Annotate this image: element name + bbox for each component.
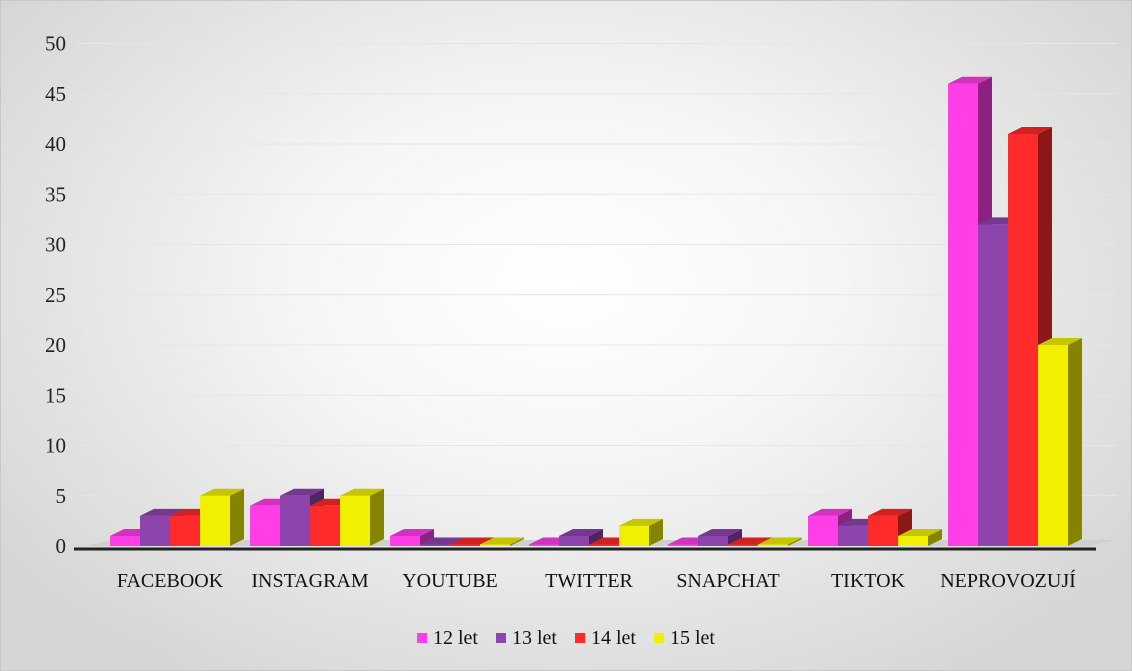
y-tick-label: 40 xyxy=(45,132,66,156)
y-tick-label: 45 xyxy=(45,82,66,106)
bar-instagram-15-let xyxy=(340,488,384,546)
gridlines xyxy=(78,43,1117,497)
bar-twitter-13-let xyxy=(559,528,603,546)
y-tick-label: 25 xyxy=(45,283,66,307)
legend: 12 let 13 let 14 let 15 let xyxy=(0,624,1132,652)
y-axis: 0 5 10 15 20 25 30 35 40 45 50 xyxy=(45,32,66,559)
y-tick-label: 0 xyxy=(56,534,67,558)
x-tick-label: YOUTUBE xyxy=(402,570,498,592)
y-tick-label: 15 xyxy=(45,383,66,407)
y-tick-label: 5 xyxy=(56,484,67,508)
legend-item: 12 let xyxy=(417,627,478,650)
x-tick-label: TIKTOK xyxy=(831,570,906,592)
y-tick-label: 10 xyxy=(45,434,66,458)
bar-snapchat-15-let xyxy=(758,537,802,546)
y-tick-label: 30 xyxy=(45,233,66,257)
x-tick-label: NEPROVOZUJÍ xyxy=(940,569,1076,592)
legend-item: 15 let xyxy=(654,627,715,650)
legend-swatch xyxy=(417,633,427,643)
bar-youtube-12-let xyxy=(390,528,434,546)
bar-facebook-15-let xyxy=(200,488,244,546)
legend-label: 13 let xyxy=(512,626,557,649)
legend-swatch xyxy=(575,633,585,643)
legend-swatch xyxy=(496,633,506,643)
legend-swatch xyxy=(654,633,664,643)
y-tick-label: 20 xyxy=(45,333,66,357)
bar-neprovozuj--15-let xyxy=(1038,338,1082,546)
x-tick-label: FACEBOOK xyxy=(117,570,224,592)
x-tick-label: TWITTER xyxy=(545,570,633,592)
legend-label: 12 let xyxy=(433,626,478,649)
bars xyxy=(110,76,1082,546)
bar-twitter-15-let xyxy=(619,518,663,546)
y-tick-label: 35 xyxy=(45,182,66,206)
legend-label: 14 let xyxy=(591,626,636,649)
x-tick-label: SNAPCHAT xyxy=(676,570,779,592)
bar-youtube-15-let xyxy=(480,537,524,546)
y-tick-label: 50 xyxy=(45,32,66,56)
bar-tiktok-15-let xyxy=(898,528,942,546)
bar-snapchat-13-let xyxy=(698,528,742,546)
legend-item: 13 let xyxy=(496,627,557,650)
legend-label: 15 let xyxy=(670,626,715,649)
legend-item: 14 let xyxy=(575,627,636,650)
x-tick-label: INSTAGRAM xyxy=(251,570,369,592)
x-axis: FACEBOOK INSTAGRAM YOUTUBE TWITTER SNAPCHAT T… xyxy=(117,569,1076,592)
